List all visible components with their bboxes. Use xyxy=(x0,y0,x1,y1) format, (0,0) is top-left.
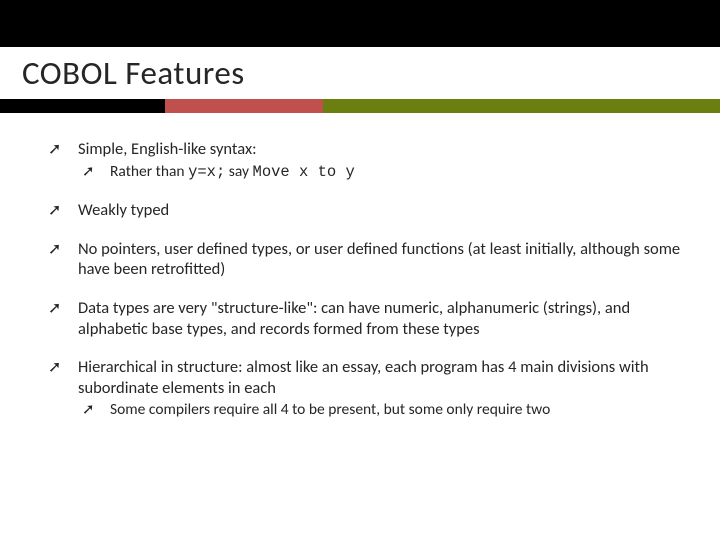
sub-item-text: Rather than y=x; say Move x to y xyxy=(110,162,355,181)
arrow-icon: ➚ xyxy=(48,201,61,221)
text-run: Some compilers require all 4 to be prese… xyxy=(110,400,550,419)
accent-green xyxy=(323,99,720,113)
text-run: y=x; xyxy=(188,163,225,181)
arrow-icon: ➚ xyxy=(48,240,61,260)
arrow-icon: ➚ xyxy=(82,401,95,420)
top-black-band xyxy=(0,0,720,47)
text-run: Weakly typed xyxy=(78,200,169,220)
bullet-list: ➚ Simple, English-like syntax: ➚ Rather tha… xyxy=(0,113,720,420)
slide-title: COBOL Features xyxy=(22,53,698,93)
arrow-icon: ➚ xyxy=(82,163,95,182)
list-item: ➚ No pointers, user defined types, or use… xyxy=(48,239,686,280)
arrow-icon: ➚ xyxy=(48,140,61,160)
text-run: Hierarchical in structure: almost like a… xyxy=(78,357,649,398)
accent-stripe xyxy=(0,99,720,113)
arrow-icon: ➚ xyxy=(48,299,61,319)
text-run: Move x to y xyxy=(253,163,355,181)
list-item: ➚ Weakly typed xyxy=(48,200,686,221)
list-item: ➚ Hierarchical in structure: almost like … xyxy=(48,357,686,420)
list-item-text: No pointers, user defined types, or user… xyxy=(78,239,686,280)
list-item-text: Weakly typed xyxy=(78,200,686,221)
arrow-icon: ➚ xyxy=(48,358,61,378)
text-run: No pointers, user defined types, or user… xyxy=(78,239,680,280)
text-run: Simple, English-like syntax: xyxy=(78,139,257,159)
text-run: Rather than xyxy=(110,162,188,181)
accent-dark xyxy=(0,99,165,113)
list-item: ➚ Simple, English-like syntax: ➚ Rather tha… xyxy=(48,139,686,182)
text-run: Data types are very "structure-like": ca… xyxy=(78,298,630,339)
list-item-text: Hierarchical in structure: almost like a… xyxy=(78,357,686,398)
sub-item-text: Some compilers require all 4 to be prese… xyxy=(110,400,550,419)
list-item: ➚ Data types are very "structure-like": c… xyxy=(48,298,686,339)
title-row: COBOL Features xyxy=(0,47,720,99)
sub-list-item: ➚ Some compilers require all 4 to be pres… xyxy=(78,400,686,419)
list-item-text: Simple, English-like syntax: xyxy=(78,139,686,160)
accent-red xyxy=(165,99,323,113)
list-item-text: Data types are very "structure-like": ca… xyxy=(78,298,686,339)
sub-list-item: ➚ Rather than y=x; say Move x to y xyxy=(78,162,686,182)
text-run: say xyxy=(225,162,252,181)
